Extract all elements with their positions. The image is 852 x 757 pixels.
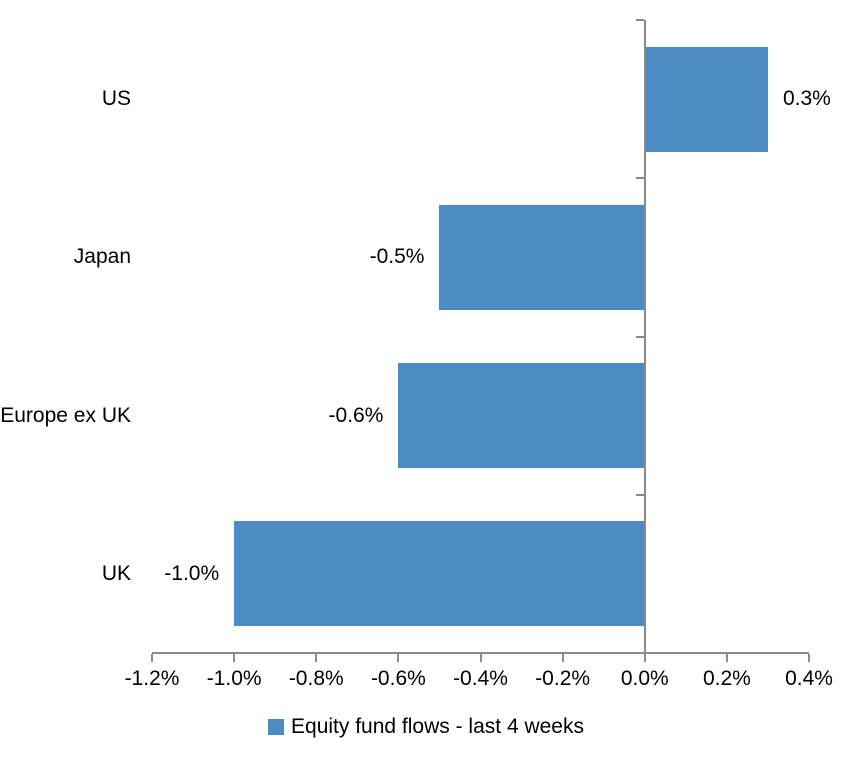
data-label-uk: -1.0%	[164, 561, 220, 585]
data-label-europe-ex-uk: -0.6%	[328, 403, 384, 427]
x-axis-tick	[397, 654, 400, 662]
chart-legend: Equity fund flows - last 4 weeks	[0, 711, 852, 743]
category-label-us: US	[101, 87, 131, 111]
x-axis-tick	[643, 654, 646, 662]
bar-us	[644, 46, 768, 152]
y-axis-category-tick	[635, 177, 644, 180]
legend-series-label: Equity fund flows - last 4 weeks	[291, 715, 584, 738]
category-label-japan: Japan	[73, 245, 131, 269]
y-axis-category-tick	[635, 19, 644, 21]
bar-uk	[234, 521, 645, 627]
x-tick-label--1-2-: -1.2%	[124, 667, 180, 690]
bar-europe-ex-uk	[398, 363, 645, 469]
category-label-uk: UK	[101, 561, 131, 585]
legend-color-swatch	[268, 719, 285, 735]
x-tick-label-0-4-: 0.4%	[785, 667, 833, 690]
x-tick-label-0-0-: 0.0%	[620, 667, 669, 690]
x-tick-label-0-2-: 0.2%	[702, 667, 751, 690]
data-label-japan: -0.5%	[369, 245, 425, 269]
y-axis-category-tick	[635, 335, 644, 338]
category-label-europe-ex-uk: Europe ex UK	[0, 403, 131, 427]
x-axis-tick	[315, 654, 318, 662]
x-tick-label--1-0-: -1.0%	[206, 667, 262, 690]
x-tick-label--0-2-: -0.2%	[535, 667, 591, 690]
y-axis-category-tick	[635, 493, 644, 496]
data-label-us: 0.3%	[782, 87, 831, 111]
x-tick-label--0-8-: -0.8%	[288, 667, 344, 690]
bar-japan	[439, 204, 645, 310]
x-axis-tick	[725, 654, 728, 662]
x-axis-tick	[479, 654, 482, 662]
x-axis-line	[152, 652, 809, 654]
x-axis-tick	[151, 654, 153, 662]
y-axis-line	[643, 20, 646, 653]
x-tick-label--0-4-: -0.4%	[453, 667, 508, 690]
x-tick-label--0-6-: -0.6%	[370, 667, 426, 690]
x-axis-tick	[561, 654, 564, 662]
x-axis-tick	[233, 654, 236, 662]
x-axis-tick	[808, 654, 810, 662]
